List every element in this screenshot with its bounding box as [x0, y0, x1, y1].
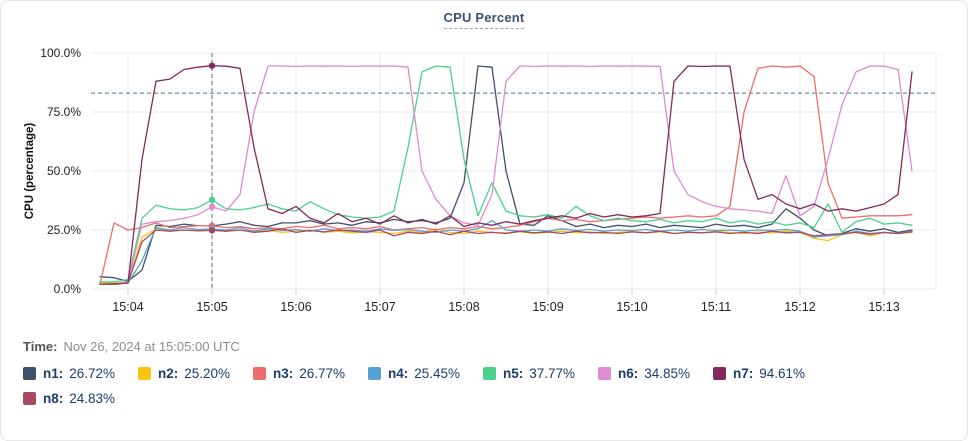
x-tick-label: 15:04	[112, 300, 143, 314]
legend-item-n2[interactable]: n2: 25.20%	[138, 366, 253, 381]
series-line-n3	[99, 65, 913, 285]
legend-swatch-n7	[713, 367, 726, 380]
chart-title[interactable]: CPU Percent	[443, 10, 525, 29]
series-line-n1	[99, 65, 913, 283]
legend-series-value: 37.77%	[529, 366, 576, 381]
x-tick-label: 15:07	[364, 300, 395, 314]
legend-series-value: 26.72%	[69, 366, 116, 381]
legend-series-name: n8:	[43, 391, 64, 406]
legend-swatch-n4	[368, 367, 381, 380]
time-label: Time:	[23, 339, 58, 354]
y-tick-label: 0.0%	[54, 282, 82, 296]
chart-info: Time: Nov 26, 2024 at 15:05:00 UTC n1: 26.…	[1, 339, 967, 406]
x-tick-label: 15:08	[448, 300, 479, 314]
legend-series-value: 25.20%	[184, 366, 231, 381]
legend-series-value: 24.83%	[69, 391, 116, 406]
chart-header: CPU Percent	[1, 1, 967, 33]
legend-swatch-n6	[598, 367, 611, 380]
legend-series-name: n4:	[388, 366, 409, 381]
time-value: Nov 26, 2024 at 15:05:00 UTC	[63, 339, 240, 354]
chart-legend: n1: 26.72% n2: 25.20% n3: 26.77% n4: 25.45% n5: 3…	[15, 366, 967, 406]
legend-item-n8[interactable]: n8: 24.83%	[23, 391, 138, 406]
y-axis-title: CPU (percentage)	[24, 123, 36, 220]
cursor-marker-n5	[208, 196, 216, 204]
x-tick-label: 15:05	[196, 300, 227, 314]
cursor-marker-n7	[208, 62, 216, 69]
legend-series-name: n1:	[43, 366, 64, 381]
legend-series-name: n7:	[733, 366, 754, 381]
legend-series-value: 25.45%	[414, 366, 461, 381]
y-tick-label: 75.0%	[47, 105, 81, 119]
cursor-marker-n6	[208, 203, 216, 210]
legend-item-n4[interactable]: n4: 25.45%	[368, 366, 483, 381]
legend-item-n7[interactable]: n7: 94.61%	[713, 366, 828, 381]
legend-series-name: n2:	[158, 366, 179, 381]
series-line-n6	[99, 65, 913, 285]
legend-item-n3[interactable]: n3: 26.77%	[253, 366, 368, 381]
y-tick-label: 25.0%	[47, 223, 81, 237]
series-line-n5	[99, 65, 913, 283]
y-tick-label: 100.0%	[40, 46, 81, 60]
series-line-n8	[99, 228, 913, 285]
legend-item-n6[interactable]: n6: 34.85%	[598, 366, 713, 381]
x-tick-label: 15:12	[784, 300, 815, 314]
legend-series-value: 26.77%	[299, 366, 346, 381]
series-line-n7	[99, 65, 913, 285]
x-tick-label: 15:06	[280, 300, 311, 314]
legend-item-n1[interactable]: n1: 26.72%	[23, 366, 138, 381]
legend-swatch-n2	[138, 367, 151, 380]
legend-row: n8: 24.83%	[23, 391, 967, 406]
legend-item-n5[interactable]: n5: 37.77%	[483, 366, 598, 381]
cursor-marker-n8	[208, 227, 216, 234]
x-tick-label: 15:10	[616, 300, 647, 314]
legend-swatch-n8	[23, 392, 36, 405]
series-line-n4	[99, 219, 913, 285]
legend-series-name: n6:	[618, 366, 639, 381]
x-tick-label: 15:11	[701, 300, 731, 314]
x-tick-label: 15:09	[532, 300, 563, 314]
legend-swatch-n1	[23, 367, 36, 380]
y-tick-label: 50.0%	[47, 164, 81, 178]
legend-series-name: n5:	[503, 366, 524, 381]
legend-series-name: n3:	[273, 366, 294, 381]
legend-series-value: 34.85%	[644, 366, 691, 381]
legend-swatch-n5	[483, 367, 496, 380]
series-line-n2	[99, 228, 913, 284]
legend-row: n1: 26.72% n2: 25.20% n3: 26.77% n4: 25.45% n5: 3…	[23, 366, 967, 381]
legend-series-value: 94.61%	[759, 366, 806, 381]
cpu-percent-chart[interactable]: 100.0% 75.0% 50.0% 25.0% 0.0% 15:04 15:05 15:06…	[1, 33, 968, 325]
cursor-time-row: Time: Nov 26, 2024 at 15:05:00 UTC	[15, 339, 967, 354]
legend-swatch-n3	[253, 367, 266, 380]
x-tick-label: 15:13	[868, 300, 899, 314]
